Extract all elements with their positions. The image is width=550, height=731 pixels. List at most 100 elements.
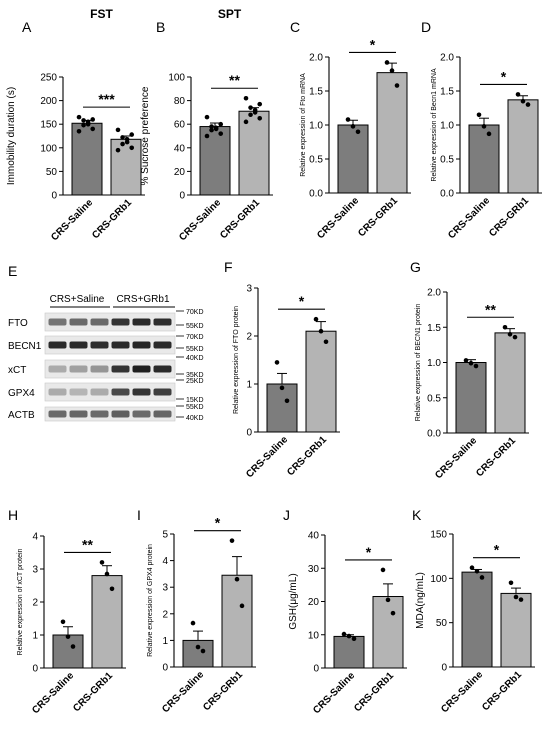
data-point	[350, 124, 356, 129]
y-tick-label: 2.0	[440, 53, 454, 64]
panel-letter: E	[8, 263, 17, 279]
data-point	[129, 132, 135, 137]
y-tick-label: 2	[32, 598, 38, 609]
data-point	[518, 597, 524, 602]
blot-band	[69, 341, 88, 349]
panel-letter: J	[283, 507, 290, 523]
marker-label: 15KD	[186, 397, 204, 404]
blot-band	[132, 410, 151, 418]
data-point	[481, 124, 487, 129]
x-tick-label: CRS-Saline	[177, 197, 223, 243]
data-point	[525, 102, 531, 107]
data-point	[248, 105, 253, 110]
y-axis-label: Relative expression of FTO protein	[233, 306, 240, 414]
y-tick-label: 150	[430, 530, 447, 541]
y-tick-label: 0	[179, 191, 185, 202]
x-tick-label: CRS-GRb1	[474, 435, 518, 479]
data-point	[486, 131, 492, 137]
data-point	[507, 332, 513, 337]
x-tick-label: CRS-GRb1	[487, 195, 531, 239]
data-point	[70, 644, 76, 649]
y-tick-label: 2.0	[309, 53, 323, 64]
y-tick-label: 250	[40, 73, 57, 84]
blot-band	[132, 318, 151, 326]
data-point	[218, 121, 224, 127]
x-tick-label: CRS-GRb1	[218, 197, 262, 241]
blot-band	[132, 341, 151, 349]
x-tick-label: CRS-GRb1	[201, 669, 245, 713]
data-point	[468, 360, 474, 366]
data-point	[313, 316, 319, 322]
x-tick-label: CRS-Saline	[439, 669, 485, 715]
data-point	[109, 586, 115, 592]
data-point	[318, 328, 324, 334]
blot-band	[48, 365, 67, 373]
data-point	[104, 571, 110, 577]
data-point	[345, 117, 351, 122]
data-point	[252, 110, 258, 115]
x-tick-label: CRS-GRb1	[480, 669, 524, 713]
data-point	[239, 603, 245, 609]
y-tick-label: 20	[174, 167, 186, 178]
bar-grb1	[305, 330, 337, 433]
y-tick-label: 0	[51, 191, 57, 202]
data-point	[380, 567, 386, 573]
panel-letter: K	[412, 507, 422, 523]
y-tick-label: 1.0	[427, 358, 441, 369]
y-tick-label: 1.5	[309, 87, 323, 98]
panel-E: E CRS+Saline CRS+GRb1 FTO BECN1 xCT GPX4 ACTB 70…	[8, 263, 204, 422]
panel-I: I 0 1 2 3 4 5 Relative expression of GPX4 prote…	[137, 507, 256, 715]
y-tick-label: 0.5	[309, 155, 323, 166]
bar-saline	[199, 126, 231, 196]
data-point	[129, 145, 135, 151]
bar-grb1	[91, 575, 123, 669]
blot-band	[153, 388, 172, 396]
protein-label: ACTB	[8, 410, 35, 421]
marker-label: 55KD	[186, 346, 204, 353]
y-tick-label: 100	[168, 73, 185, 84]
data-point	[346, 633, 352, 639]
significance-marker: *	[370, 36, 376, 52]
y-tick-label: 50	[46, 167, 58, 178]
blot-band	[90, 410, 109, 418]
y-tick-label: 0	[32, 664, 38, 675]
marker-label: 40KD	[186, 415, 204, 422]
bar-grb1	[372, 596, 404, 669]
data-point	[476, 112, 482, 118]
y-tick-label: 1.5	[427, 323, 441, 334]
y-tick-label: 5	[162, 530, 168, 541]
blot-band	[69, 388, 88, 396]
y-tick-label: 1	[32, 631, 38, 642]
panel-A: A FST 0 50 100 150 200 250 Immobility duration (…	[6, 7, 145, 243]
panel-letter: A	[22, 19, 32, 35]
data-point	[76, 128, 82, 134]
panel-letter: F	[224, 259, 233, 275]
protein-label: GPX4	[8, 388, 35, 399]
marker-label: 55KD	[186, 404, 204, 411]
panel-C: C 0.0 0.5 1.0 1.5 2.0 Relative expression of F…	[290, 19, 411, 241]
bar-saline	[468, 124, 500, 194]
x-tick-label: CRS-Saline	[446, 195, 492, 241]
y-tick-label: 40	[174, 143, 186, 154]
y-tick-label: 0.0	[427, 429, 441, 440]
data-point	[351, 636, 357, 642]
x-tick-label: CRS-GRb1	[71, 670, 115, 714]
data-point	[469, 565, 475, 570]
blot-band	[90, 318, 109, 326]
data-point	[520, 98, 526, 104]
blot-band	[90, 388, 109, 396]
blot-band	[90, 365, 109, 373]
data-point	[385, 597, 391, 603]
blot-band	[111, 365, 130, 373]
y-tick-label: 4	[32, 532, 38, 543]
x-tick-label: CRS-Saline	[311, 670, 357, 716]
significance-marker: **	[485, 301, 496, 317]
data-point	[115, 127, 121, 133]
data-point	[229, 538, 235, 543]
blot-band	[69, 318, 88, 326]
x-tick-label: CRS-Saline	[49, 197, 95, 243]
significance-marker: *	[494, 542, 500, 558]
